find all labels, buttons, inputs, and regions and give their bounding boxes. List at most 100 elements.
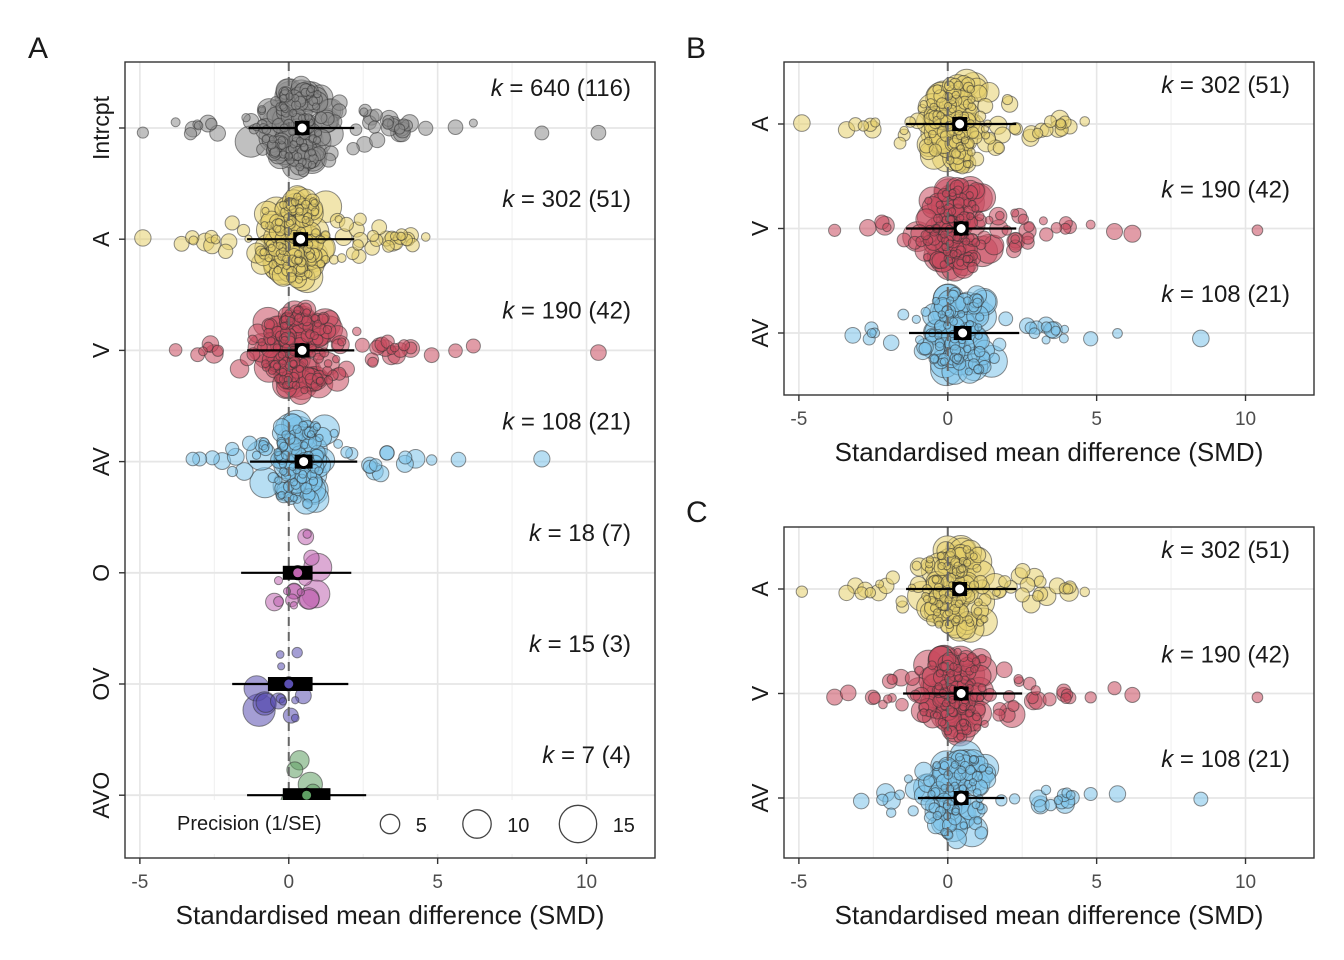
effect-point [883, 694, 893, 704]
effect-point [1033, 575, 1047, 589]
effect-point [963, 159, 972, 169]
effect-point [1055, 118, 1066, 129]
effect-point [864, 587, 877, 599]
estimate-a [906, 116, 1017, 132]
effect-point [953, 353, 963, 362]
effect-point [185, 451, 201, 467]
effect-point [183, 127, 198, 141]
effect-point [298, 469, 308, 479]
effect-point [973, 345, 986, 358]
effect-point [291, 381, 301, 390]
effect-point [286, 761, 304, 779]
effect-point [241, 113, 251, 123]
effect-point [302, 498, 313, 510]
effect-point [939, 357, 949, 366]
effect-point [1042, 692, 1057, 707]
effect-point [1083, 331, 1099, 347]
effect-point [210, 234, 221, 245]
effect-point [275, 241, 284, 250]
effect-point [1008, 122, 1022, 135]
effect-point [1040, 321, 1052, 333]
effect-point [957, 309, 966, 318]
effect-point [875, 579, 885, 589]
effect-point [1124, 686, 1141, 703]
k-label: k = 108 (21) [1161, 746, 1290, 773]
effect-point [266, 336, 276, 346]
effect-point [1044, 798, 1057, 812]
effect-point [964, 709, 974, 718]
effect-point [294, 256, 303, 265]
effect-point [929, 354, 939, 364]
effect-point [975, 312, 985, 322]
effect-point [354, 337, 370, 353]
effect-point [367, 356, 379, 368]
x-tick-label: 10 [576, 872, 597, 893]
effect-point [590, 344, 607, 361]
effect-point [337, 337, 347, 347]
effect-point [958, 652, 969, 663]
effect-point [312, 422, 321, 431]
effect-point [302, 308, 311, 317]
pooled-estimate [294, 120, 310, 136]
legend-title: Precision (1/SE) [177, 813, 322, 835]
effect-point [965, 764, 976, 775]
effect-point [953, 647, 962, 657]
effect-point [533, 450, 551, 468]
effect-point [839, 684, 857, 702]
effect-point [973, 606, 983, 616]
effect-point [895, 697, 909, 712]
effect-point [885, 807, 897, 818]
effect-point [1001, 225, 1013, 236]
effect-point [904, 116, 917, 128]
effect-point [919, 99, 929, 109]
estimate-o [241, 565, 352, 581]
estimate-av [909, 325, 1020, 341]
pooled-estimate [953, 221, 969, 236]
effect-point [217, 243, 234, 259]
effect-point [932, 761, 941, 770]
effect-point [300, 143, 309, 152]
effect-point [389, 342, 400, 353]
effect-point [280, 450, 291, 460]
effect-point [366, 229, 380, 243]
effect-point [972, 712, 981, 722]
estimate-v [903, 686, 1023, 701]
effect-point [340, 445, 353, 459]
effect-point [973, 723, 982, 732]
effect-point [333, 439, 344, 449]
effect-point [870, 117, 881, 128]
effect-point [972, 297, 983, 308]
effect-point [448, 343, 463, 359]
effect-point [268, 259, 278, 269]
effect-point [934, 341, 945, 352]
legend-size-circle [558, 804, 598, 844]
effect-point [924, 196, 933, 205]
effect-point [281, 430, 291, 440]
effect-point [943, 80, 955, 92]
effect-point [590, 124, 607, 141]
effect-point [294, 313, 304, 323]
x-tick-label: 10 [1235, 409, 1256, 430]
effect-point [992, 141, 1006, 155]
effect-point [893, 136, 907, 150]
effect-point [980, 615, 989, 624]
effect-point [322, 365, 333, 377]
effect-point [969, 552, 978, 561]
effect-point [909, 689, 922, 701]
effect-point [279, 321, 289, 331]
effect-point [336, 253, 347, 263]
effect-point [931, 575, 940, 584]
series-ov [242, 646, 312, 727]
effect-point [298, 358, 309, 368]
effect-point [310, 207, 320, 217]
effect-point [933, 213, 943, 224]
effect-point [1053, 795, 1064, 805]
effect-point [193, 120, 204, 131]
effect-point [931, 296, 941, 306]
k-label: k = 640 (116) [491, 75, 631, 102]
effect-point [956, 144, 965, 153]
pooled-estimate [294, 342, 310, 358]
effect-point [995, 210, 1005, 221]
effect-point [838, 584, 855, 602]
panel-b: Bk = 302 (51)k = 190 (42)k = 108 (21)AVA… [686, 32, 1315, 467]
